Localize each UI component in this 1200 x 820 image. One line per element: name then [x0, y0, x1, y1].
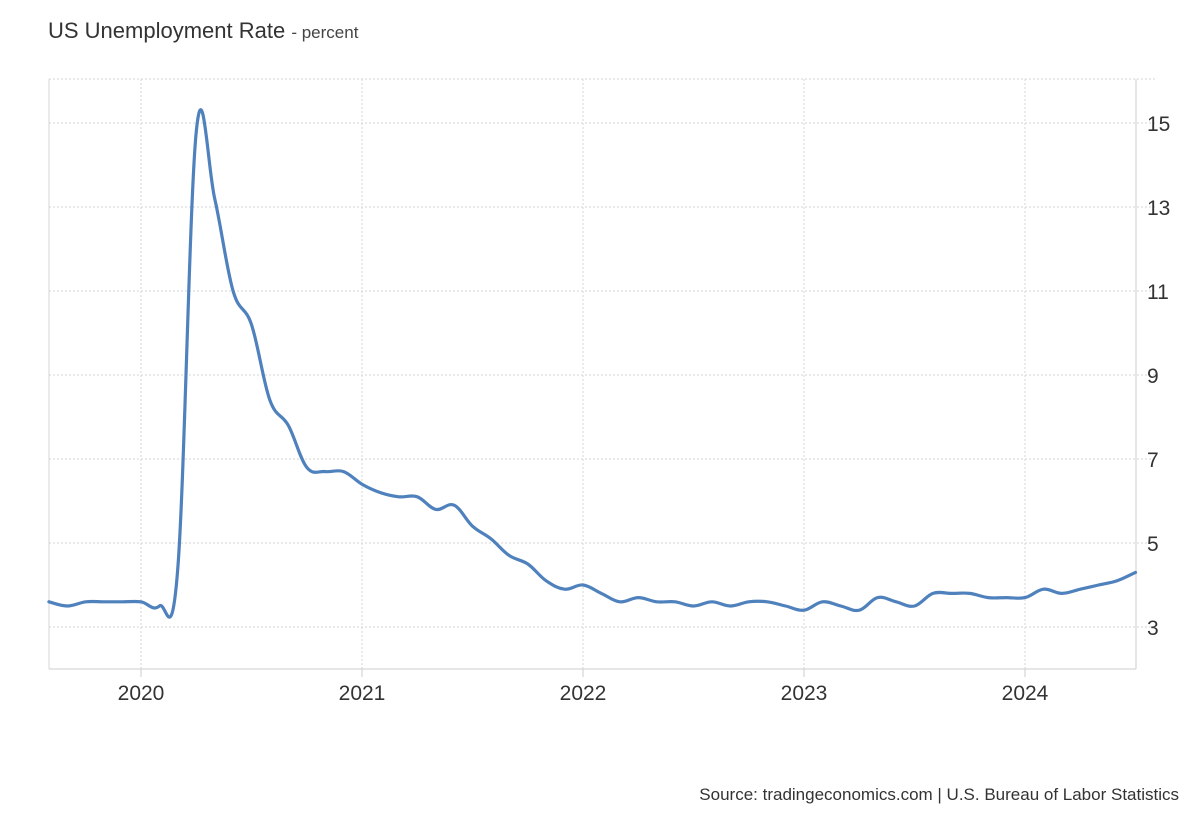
- y-tick-label: 11: [1147, 281, 1169, 304]
- y-tick-label: 15: [1147, 113, 1170, 136]
- y-tick-label: 3: [1147, 617, 1159, 640]
- chart-title-text: US Unemployment Rate: [48, 18, 286, 43]
- x-tick-label: 2022: [560, 682, 607, 705]
- x-tick-label: 2023: [781, 682, 828, 705]
- y-tick-label: 13: [1147, 197, 1170, 220]
- chart-subtitle: - percent: [291, 23, 359, 42]
- chart-title: US Unemployment Rate - percent: [48, 18, 358, 44]
- x-tick-label: 2020: [118, 682, 165, 705]
- x-tick-label: 2021: [339, 682, 386, 705]
- y-tick-label: 9: [1147, 365, 1159, 388]
- series-line-unemployment-rate: [47, 108, 1138, 619]
- x-tick-label: 2024: [1002, 682, 1049, 705]
- y-tick-label: 7: [1147, 449, 1159, 472]
- y-tick-label: 5: [1147, 533, 1159, 556]
- source-note: Source: tradingeconomics.com | U.S. Bure…: [699, 785, 1179, 804]
